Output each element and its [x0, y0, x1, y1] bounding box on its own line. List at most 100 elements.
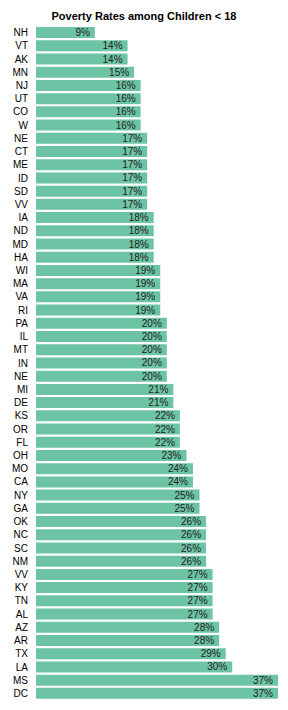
svg-text:MN: MN — [12, 67, 28, 78]
svg-text:30%: 30% — [207, 661, 227, 672]
svg-text:28%: 28% — [194, 622, 214, 633]
svg-text:KS: KS — [15, 410, 29, 421]
svg-text:OH: OH — [13, 450, 28, 461]
svg-text:20%: 20% — [142, 331, 162, 342]
svg-text:MO: MO — [12, 463, 28, 474]
svg-text:17%: 17% — [122, 159, 142, 170]
svg-text:20%: 20% — [142, 371, 162, 382]
svg-text:IN: IN — [18, 358, 28, 369]
svg-text:AL: AL — [16, 609, 29, 620]
svg-text:MT: MT — [14, 344, 28, 355]
svg-text:NC: NC — [14, 529, 28, 540]
svg-text:16%: 16% — [116, 93, 136, 104]
svg-text:26%: 26% — [181, 516, 201, 527]
svg-text:19%: 19% — [135, 278, 155, 289]
svg-text:22%: 22% — [155, 410, 175, 421]
svg-text:VV: VV — [15, 569, 29, 580]
svg-text:AZ: AZ — [15, 622, 28, 633]
svg-text:MI: MI — [17, 384, 28, 395]
svg-text:HA: HA — [14, 252, 28, 263]
svg-text:15%: 15% — [109, 67, 129, 78]
svg-text:25%: 25% — [174, 503, 194, 514]
svg-text:28%: 28% — [194, 635, 214, 646]
svg-text:VA: VA — [15, 291, 28, 302]
svg-text:NE: NE — [14, 133, 28, 144]
svg-text:18%: 18% — [129, 212, 149, 223]
svg-text:OK: OK — [14, 516, 29, 527]
svg-text:ND: ND — [14, 225, 28, 236]
svg-text:IL: IL — [20, 331, 29, 342]
svg-text:19%: 19% — [135, 291, 155, 302]
svg-text:OR: OR — [13, 424, 28, 435]
svg-text:27%: 27% — [188, 582, 208, 593]
svg-text:FL: FL — [16, 437, 28, 448]
svg-text:22%: 22% — [155, 424, 175, 435]
svg-text:27%: 27% — [188, 569, 208, 580]
svg-text:19%: 19% — [135, 265, 155, 276]
svg-text:SC: SC — [14, 543, 28, 554]
svg-text:17%: 17% — [122, 146, 142, 157]
svg-text:21%: 21% — [148, 397, 168, 408]
svg-text:W: W — [19, 120, 29, 131]
svg-text:NH: NH — [14, 27, 28, 38]
svg-text:DE: DE — [14, 397, 28, 408]
svg-text:17%: 17% — [122, 199, 142, 210]
svg-text:NE: NE — [14, 371, 28, 382]
svg-text:9%: 9% — [75, 27, 90, 38]
svg-text:17%: 17% — [122, 186, 142, 197]
svg-text:TX: TX — [15, 648, 28, 659]
svg-text:18%: 18% — [129, 225, 149, 236]
svg-text:27%: 27% — [188, 595, 208, 606]
svg-text:CO: CO — [13, 106, 28, 117]
svg-text:26%: 26% — [181, 556, 201, 567]
svg-text:MS: MS — [13, 675, 28, 686]
svg-text:ID: ID — [18, 173, 28, 184]
svg-text:16%: 16% — [116, 120, 136, 131]
svg-text:PA: PA — [15, 318, 28, 329]
svg-text:16%: 16% — [116, 106, 136, 117]
svg-text:22%: 22% — [155, 437, 175, 448]
svg-text:VT: VT — [15, 40, 28, 51]
svg-text:ME: ME — [13, 159, 28, 170]
svg-text:19%: 19% — [135, 305, 155, 316]
svg-text:MA: MA — [13, 278, 28, 289]
svg-text:VV: VV — [15, 199, 29, 210]
svg-text:20%: 20% — [142, 357, 162, 368]
svg-text:GA: GA — [14, 503, 29, 514]
svg-text:26%: 26% — [181, 529, 201, 540]
svg-text:29%: 29% — [201, 648, 221, 659]
svg-text:14%: 14% — [103, 40, 123, 51]
svg-text:20%: 20% — [142, 344, 162, 355]
svg-text:24%: 24% — [168, 476, 188, 487]
svg-text:NJ: NJ — [16, 80, 28, 91]
svg-text:18%: 18% — [129, 252, 149, 263]
svg-text:TN: TN — [15, 595, 28, 606]
svg-text:18%: 18% — [129, 239, 149, 250]
svg-text:SD: SD — [14, 186, 28, 197]
svg-text:CT: CT — [15, 146, 28, 157]
svg-text:20%: 20% — [142, 318, 162, 329]
svg-text:RI: RI — [18, 305, 28, 316]
svg-text:LA: LA — [16, 662, 29, 673]
svg-text:NY: NY — [14, 490, 28, 501]
svg-text:27%: 27% — [188, 609, 208, 620]
svg-text:26%: 26% — [181, 543, 201, 554]
svg-text:AK: AK — [15, 54, 29, 65]
svg-text:AR: AR — [14, 635, 28, 646]
svg-text:NM: NM — [12, 556, 28, 567]
svg-text:IA: IA — [19, 212, 29, 223]
svg-text:14%: 14% — [103, 54, 123, 65]
svg-text:KY: KY — [15, 582, 29, 593]
svg-text:17%: 17% — [122, 172, 142, 183]
svg-text:24%: 24% — [168, 463, 188, 474]
svg-text:16%: 16% — [116, 80, 136, 91]
svg-text:WI: WI — [16, 265, 28, 276]
svg-text:DC: DC — [14, 688, 28, 699]
svg-text:37%: 37% — [253, 675, 273, 686]
svg-text:37%: 37% — [253, 688, 273, 699]
svg-text:21%: 21% — [148, 384, 168, 395]
svg-text:17%: 17% — [122, 133, 142, 144]
svg-text:MD: MD — [12, 239, 28, 250]
svg-text:UT: UT — [15, 93, 28, 104]
svg-text:25%: 25% — [174, 490, 194, 501]
